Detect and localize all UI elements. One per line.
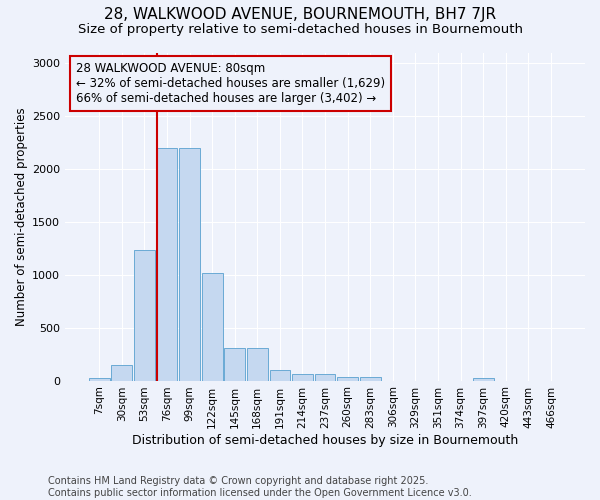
Bar [89,378,110,380]
Bar [179,148,200,380]
Text: 28, WALKWOOD AVENUE, BOURNEMOUTH, BH7 7JR: 28, WALKWOOD AVENUE, BOURNEMOUTH, BH7 7J… [104,8,496,22]
Bar [314,374,335,380]
Text: Contains HM Land Registry data © Crown copyright and database right 2025.
Contai: Contains HM Land Registry data © Crown c… [48,476,472,498]
Bar [473,378,494,380]
Bar [202,272,223,380]
Y-axis label: Number of semi-detached properties: Number of semi-detached properties [15,107,28,326]
Text: 28 WALKWOOD AVENUE: 80sqm
← 32% of semi-detached houses are smaller (1,629)
66% : 28 WALKWOOD AVENUE: 80sqm ← 32% of semi-… [76,62,385,106]
Bar [134,250,155,380]
Bar [360,377,380,380]
X-axis label: Distribution of semi-detached houses by size in Bournemouth: Distribution of semi-detached houses by … [132,434,518,448]
Bar [337,377,358,380]
Bar [269,370,290,380]
Bar [292,374,313,380]
Bar [112,364,132,380]
Bar [224,348,245,380]
Bar [157,148,178,380]
Text: Size of property relative to semi-detached houses in Bournemouth: Size of property relative to semi-detach… [77,22,523,36]
Bar [247,348,268,380]
